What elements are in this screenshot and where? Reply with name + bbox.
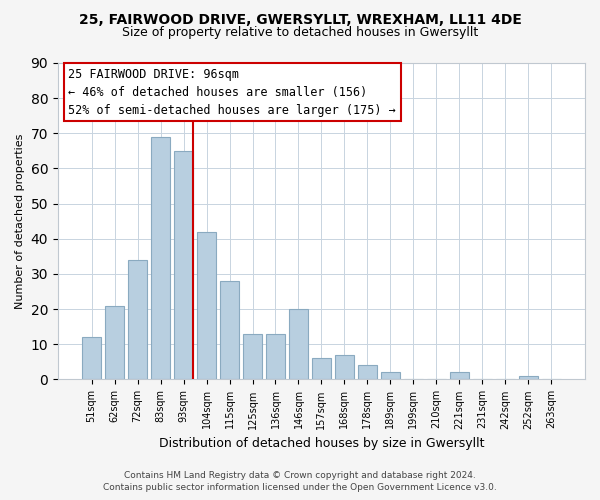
Bar [266, 334, 285, 380]
Bar [151, 137, 170, 380]
Bar [380, 372, 400, 380]
Bar [220, 281, 239, 380]
Bar [174, 151, 193, 380]
Bar [335, 355, 354, 380]
Bar [128, 260, 148, 380]
Text: 25, FAIRWOOD DRIVE, GWERSYLLT, WREXHAM, LL11 4DE: 25, FAIRWOOD DRIVE, GWERSYLLT, WREXHAM, … [79, 12, 521, 26]
Y-axis label: Number of detached properties: Number of detached properties [15, 134, 25, 309]
Text: Contains HM Land Registry data © Crown copyright and database right 2024.
Contai: Contains HM Land Registry data © Crown c… [103, 471, 497, 492]
X-axis label: Distribution of detached houses by size in Gwersyllt: Distribution of detached houses by size … [159, 437, 484, 450]
Text: 25 FAIRWOOD DRIVE: 96sqm
← 46% of detached houses are smaller (156)
52% of semi-: 25 FAIRWOOD DRIVE: 96sqm ← 46% of detach… [68, 68, 396, 116]
Bar [197, 232, 217, 380]
Text: Size of property relative to detached houses in Gwersyllt: Size of property relative to detached ho… [122, 26, 478, 39]
Bar [518, 376, 538, 380]
Bar [289, 309, 308, 380]
Bar [358, 366, 377, 380]
Bar [82, 338, 101, 380]
Bar [105, 306, 124, 380]
Bar [311, 358, 331, 380]
Bar [449, 372, 469, 380]
Bar [243, 334, 262, 380]
